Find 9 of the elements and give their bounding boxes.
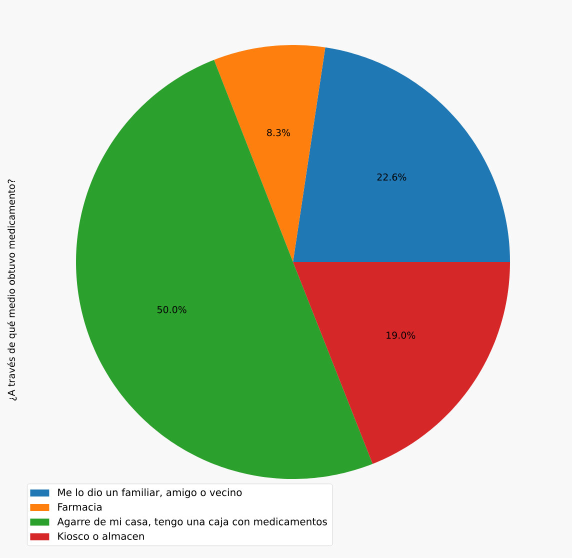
legend-label: Farmacia [58, 503, 102, 511]
data-label: 19.0% [386, 332, 416, 339]
legend-label: Me lo dio un familiar, amigo o vecino [58, 488, 242, 498]
data-label: 50.0% [157, 306, 186, 314]
legend-label: Agarre de mi casa, tengo una caja con medicamentos [57, 518, 327, 528]
legend-label: Kiosco o almacen [58, 532, 144, 540]
data-label: 8.3% [267, 129, 290, 136]
text: ¿A través de qué medio obtuvo medicamento? [7, 179, 17, 401]
data-label: 22.6% [377, 173, 406, 181]
